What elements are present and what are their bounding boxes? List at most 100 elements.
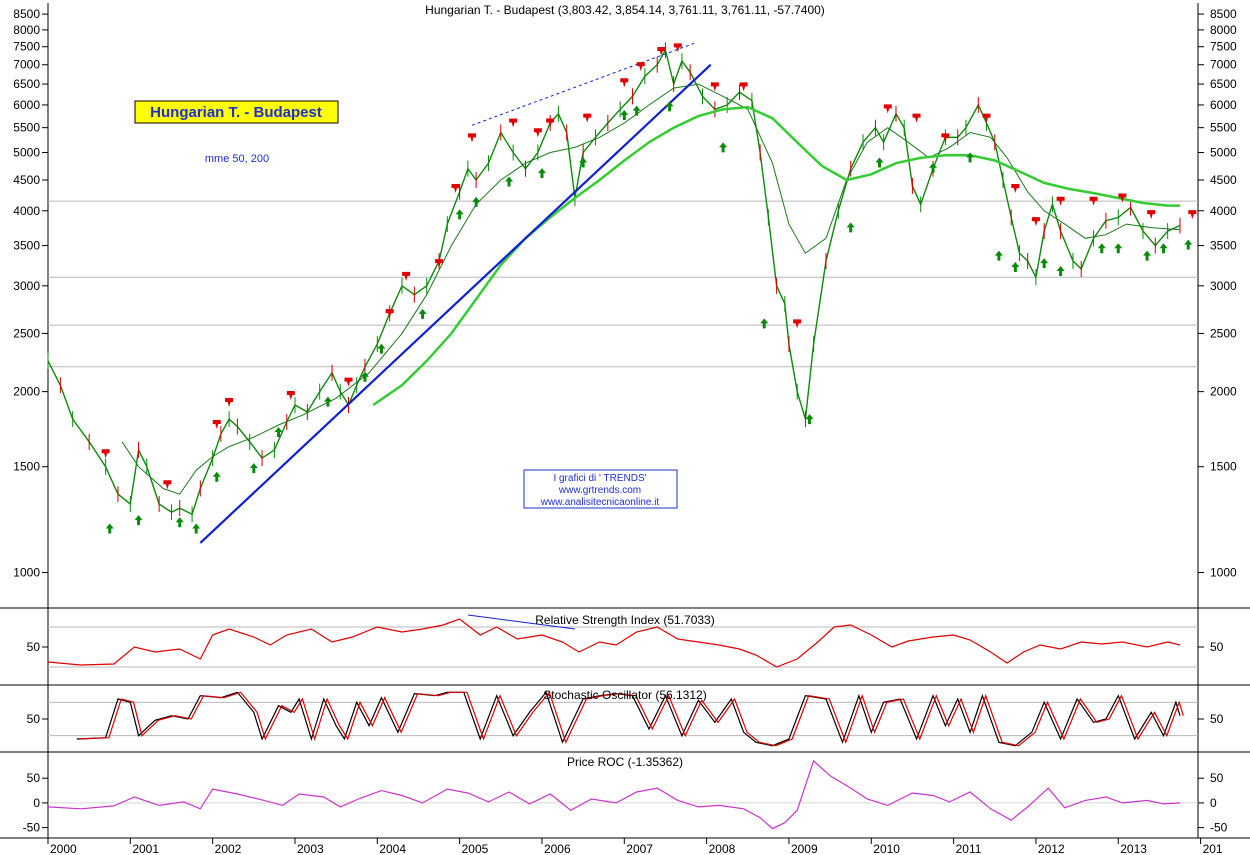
roc-tick-label-left: -50 — [23, 821, 41, 835]
price-tick-label-left: 4000 — [13, 204, 40, 218]
sell-signal-arrow — [657, 47, 666, 57]
sell-signal-arrow — [673, 43, 682, 53]
buy-signal-arrow — [1097, 243, 1106, 254]
moving-average-200-line — [372, 105, 1180, 407]
sell-signal-arrow — [636, 62, 645, 72]
sell-signal-arrow — [163, 480, 172, 490]
credit-box — [523, 469, 678, 509]
roc-reference-lines: 50 50 0 0 -50 -50 — [23, 771, 1228, 834]
roc-title: Price ROC (-1.35362) — [567, 755, 683, 769]
buy-signal-arrow — [360, 371, 369, 382]
sell-signal-arrow — [402, 271, 411, 281]
sell-signal-arrow — [435, 259, 444, 269]
buy-signal-arrow — [134, 515, 143, 526]
x-tick-label: 2007 — [626, 842, 653, 855]
stochastic-signal-line — [80, 691, 1184, 747]
x-tick-label: 2004 — [379, 842, 406, 855]
roc-tick-label-left: 0 — [33, 796, 40, 810]
price-tick-label-left: 8000 — [13, 23, 40, 37]
price-tick-label-left: 2500 — [13, 326, 40, 340]
buy-signal-arrow — [579, 157, 588, 168]
sell-signal-arrow — [1188, 210, 1197, 220]
stochastic-tick-label-left: 50 — [27, 712, 41, 726]
roc-tick-label-right: 0 — [1210, 796, 1217, 810]
chart-title: Hungarian T. - Budapest (3,803.42, 3,854… — [425, 3, 825, 17]
stochastic-reference-lines: 50 50 — [27, 701, 1224, 737]
price-tick-label-right: 6500 — [1210, 77, 1237, 91]
sell-signal-arrow — [533, 128, 542, 138]
x-tick-label: 2006 — [544, 842, 571, 855]
price-tick-label-left: 3500 — [13, 239, 40, 253]
buy-signal-arrow — [875, 157, 884, 168]
x-tick-label: 2012 — [1038, 842, 1065, 855]
sell-signal-arrow — [1118, 193, 1127, 203]
sell-signal-arrow — [912, 113, 921, 123]
buy-signal-arrow — [274, 427, 283, 438]
buy-signal-arrow — [632, 105, 641, 116]
rsi-tick-label-left: 50 — [27, 640, 41, 654]
x-tick-label: 2010 — [873, 842, 900, 855]
price-y-ticks-left: 1000 1500 2000 2500 3000 3500 4000 4500 5000 5500… — [13, 7, 48, 580]
price-tick-label-right: 2000 — [1210, 385, 1237, 399]
price-tick-label-left: 7500 — [13, 40, 40, 54]
price-y-ticks-right: 1000 1500 2000 2500 3000 3500 4000 4500 5000 5500… — [1198, 7, 1237, 580]
buy-signal-arrow — [1056, 265, 1065, 276]
rsi-series-line — [47, 618, 1181, 668]
x-axis: 2000 2001 2002 2003 2004 2005 2006 2007 2008 2009… — [47, 838, 1223, 855]
sell-signal-arrow — [467, 133, 476, 143]
price-tick-label-left: 6000 — [13, 98, 40, 112]
sell-signal-arrow — [546, 118, 555, 128]
buy-signal-arrow — [472, 196, 481, 207]
price-tick-label-left: 1500 — [13, 460, 40, 474]
sell-signal-arrow — [1089, 196, 1098, 206]
sell-signal-arrow — [509, 118, 518, 128]
buy-signal-arrow — [1040, 258, 1049, 269]
rsi-reference-lines: 50 50 — [27, 626, 1224, 668]
buy-signal-arrow — [929, 162, 938, 173]
sell-signal-arrow — [451, 184, 460, 194]
buy-signal-arrow — [994, 250, 1003, 261]
price-tick-label-right: 2500 — [1210, 326, 1237, 340]
stochastic-panel: 50 50 Stochastic Oscillator (56.1312) — [27, 688, 1224, 747]
x-tick-label: 2009 — [791, 842, 818, 855]
x-tick-label: 2013 — [1120, 842, 1147, 855]
price-tick-label-right: 8500 — [1210, 7, 1237, 21]
x-tick-label: 2001 — [132, 842, 159, 855]
price-tick-label-right: 8000 — [1210, 23, 1237, 37]
price-tick-label-right: 1000 — [1210, 566, 1237, 580]
roc-panel: 50 50 0 0 -50 -50 Price ROC (-1.35362) — [23, 755, 1228, 835]
price-reference-lines — [48, 200, 1198, 368]
buy-signal-arrow — [192, 523, 201, 534]
credit-line-2: www.grtrends.com — [558, 485, 641, 496]
sell-signal-arrow — [1011, 184, 1020, 194]
x-tick-label: 2008 — [709, 842, 736, 855]
sell-signal-arrow — [1056, 196, 1065, 206]
sell-signal-arrow — [385, 309, 394, 319]
sell-signal-arrow — [225, 397, 234, 407]
buy-signal-arrow — [1159, 243, 1168, 254]
sell-signal-arrow — [1147, 210, 1156, 220]
buy-signal-arrow — [105, 523, 114, 534]
sell-signal-arrow — [793, 319, 802, 329]
rsi-trend-line — [467, 614, 575, 630]
price-tick-label-left: 5000 — [13, 146, 40, 160]
roc-tick-label-right: 50 — [1210, 771, 1224, 785]
rsi-marks — [47, 614, 1181, 668]
price-tick-label-left: 3000 — [13, 279, 40, 293]
price-tick-label-right: 5000 — [1210, 146, 1237, 160]
sell-signal-arrow — [982, 113, 991, 123]
sell-signal-arrow — [212, 420, 221, 430]
credit-line-3: www.analisitecnicaonline.it — [540, 497, 660, 508]
trend-line-dashed — [471, 42, 695, 126]
x-tick-label: 2002 — [215, 842, 242, 855]
sell-signal-arrow — [883, 104, 892, 114]
buy-signal-arrow — [665, 101, 674, 112]
price-tick-label-left: 2000 — [13, 385, 40, 399]
moving-average-note: mme 50, 200 — [205, 153, 269, 165]
price-tick-label-right: 7500 — [1210, 40, 1237, 54]
sell-signal-arrow — [1031, 217, 1040, 227]
moving-average-50-line — [121, 83, 1181, 495]
credit-line-1: I grafici di ' TRENDS' — [553, 473, 646, 484]
buy-signal-arrow — [455, 209, 464, 220]
